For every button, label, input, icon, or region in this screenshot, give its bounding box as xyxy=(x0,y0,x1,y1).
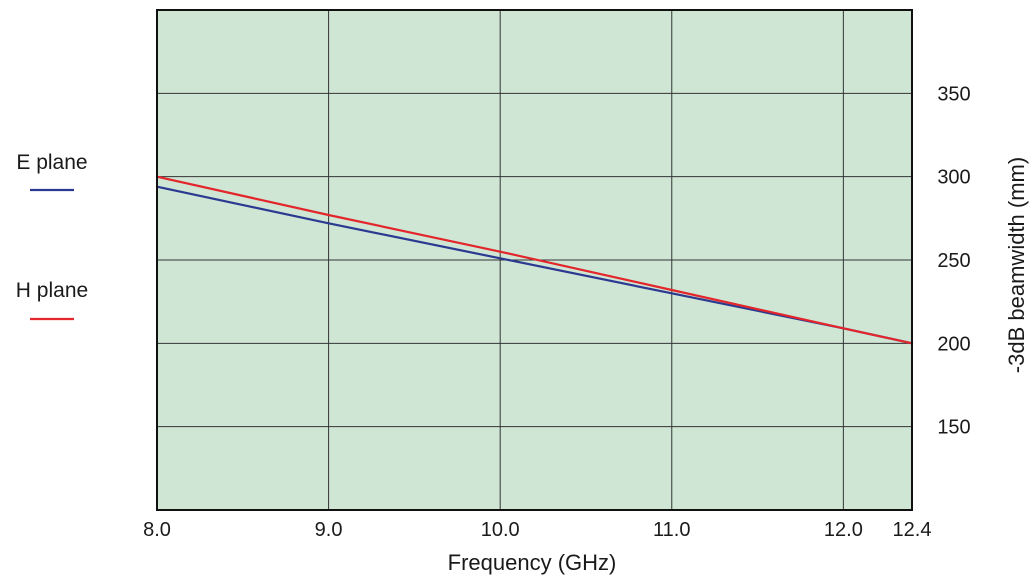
y-axis-title: -3dB beamwidth (mm) xyxy=(1004,157,1029,373)
y-tick-label: 150 xyxy=(937,417,970,439)
plot-frame xyxy=(156,9,913,511)
series-lines xyxy=(155,175,914,345)
x-tick-label: 10.0 xyxy=(481,519,520,541)
y-tick-label: 250 xyxy=(937,250,970,272)
x-tick-label: 12.4 xyxy=(893,519,932,541)
x-tick-label: 8.0 xyxy=(143,519,171,541)
series-line-h-plane xyxy=(155,175,914,345)
x-tick-label: 11.0 xyxy=(653,519,690,541)
y-tick-label: 300 xyxy=(937,167,970,189)
x-tick-label: 12.0 xyxy=(824,519,863,541)
x-tick-labels: 8.0 9.0 10.0 11.0 12.0 12.4 xyxy=(143,519,931,541)
y-tick-labels: 150 200 250 300 350 xyxy=(937,83,970,438)
legend-label-h-plane: H plane xyxy=(16,279,88,302)
y-tick-label: 350 xyxy=(937,83,970,105)
y-tick-label: 200 xyxy=(937,333,970,355)
legend-label-e-plane: E plane xyxy=(16,151,87,174)
grid xyxy=(157,10,912,510)
x-axis-title: Frequency (GHz) xyxy=(448,550,617,575)
legend: E plane H plane xyxy=(16,151,88,321)
x-tick-label: 9.0 xyxy=(315,519,343,541)
